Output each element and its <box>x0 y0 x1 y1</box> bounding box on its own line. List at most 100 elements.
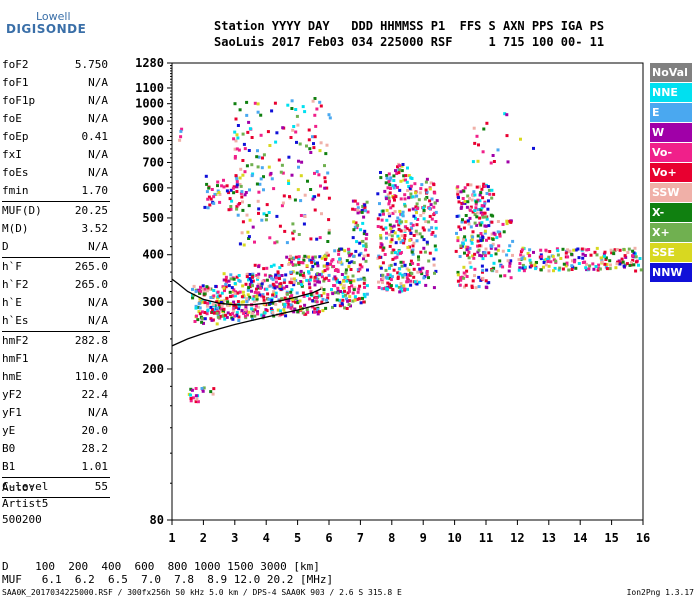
echo-point <box>280 163 284 167</box>
echo-point <box>460 220 464 224</box>
echo-point <box>325 262 329 266</box>
echo-point <box>399 197 403 201</box>
echo-point <box>317 294 321 298</box>
echo-point <box>479 239 483 243</box>
header-row-1: Station YYYY DAY DDD HHMMSS P1 FFS S AXN… <box>214 19 605 33</box>
echo-point <box>265 309 269 313</box>
echo-point <box>398 164 402 168</box>
echo-point <box>271 301 275 305</box>
echo-point <box>257 155 261 159</box>
param-row: B0 28.2 <box>2 440 108 458</box>
echo-point <box>564 264 568 268</box>
echo-point <box>459 227 463 231</box>
echo-point <box>326 253 330 257</box>
echo-point <box>462 201 466 205</box>
echo-point <box>219 300 223 304</box>
echo-point <box>363 278 367 282</box>
echo-point <box>378 213 382 217</box>
echo-point <box>427 220 431 224</box>
echo-point <box>323 164 326 168</box>
echo-point <box>353 225 357 229</box>
echo-point <box>426 242 429 246</box>
echo-point <box>459 190 463 194</box>
echo-point <box>490 268 494 272</box>
echo-point <box>358 267 362 271</box>
echo-point <box>202 292 206 296</box>
echo-point <box>260 294 264 298</box>
echo-point <box>427 259 431 263</box>
echo-point <box>401 210 405 214</box>
echo-point <box>323 257 327 261</box>
param-value: 1.70 <box>81 184 109 197</box>
echo-point <box>501 265 505 269</box>
echo-point <box>315 291 319 295</box>
echo-point <box>180 127 184 131</box>
echo-point <box>482 127 486 131</box>
version-label: Ion2Png 1.3.17 <box>626 588 694 597</box>
echo-point <box>376 217 380 221</box>
echo-point <box>576 247 580 251</box>
echo-point <box>418 191 422 195</box>
echo-point <box>599 256 603 260</box>
echo-point <box>189 397 193 400</box>
echo-point <box>362 292 366 296</box>
echo-point <box>274 276 278 280</box>
echo-point <box>401 286 405 289</box>
param-separator <box>2 201 110 202</box>
echo-point <box>207 186 211 190</box>
echo-point <box>483 211 487 215</box>
echo-point <box>364 259 368 263</box>
echo-point <box>339 290 342 293</box>
echo-point <box>468 197 471 200</box>
echo-point <box>379 236 383 240</box>
echo-point <box>302 222 306 226</box>
echo-point <box>428 199 432 203</box>
echo-point <box>311 299 315 303</box>
echo-point <box>544 248 548 252</box>
echo-point <box>283 229 287 233</box>
echo-point <box>225 184 229 188</box>
echo-point <box>261 280 265 284</box>
echo-point <box>241 220 245 224</box>
echo-point <box>529 261 533 265</box>
echo-point <box>411 261 415 265</box>
echo-point <box>232 277 236 281</box>
echo-point <box>469 183 473 187</box>
echo-point <box>347 261 351 265</box>
echo-point <box>359 210 362 214</box>
echo-point <box>473 193 477 197</box>
echo-point <box>400 169 404 173</box>
echo-point <box>418 267 422 271</box>
echo-point <box>324 306 328 310</box>
echo-point <box>248 277 252 281</box>
legend-item: NoVal <box>650 63 692 82</box>
echo-point <box>462 265 466 269</box>
echo-point <box>466 200 470 204</box>
echo-point <box>422 211 426 215</box>
echo-point <box>585 268 589 272</box>
echo-point <box>388 266 391 270</box>
echo-point <box>392 248 396 252</box>
echo-point <box>486 185 490 189</box>
echo-point <box>626 251 630 254</box>
echo-point <box>461 218 464 222</box>
echo-point <box>557 268 561 272</box>
echo-point <box>298 299 302 303</box>
echo-point <box>299 305 302 309</box>
echo-point <box>238 176 242 180</box>
echo-point <box>464 238 467 242</box>
echo-point <box>396 185 399 189</box>
echo-point <box>305 264 309 268</box>
echo-point <box>609 248 613 252</box>
echo-point <box>352 279 356 283</box>
echo-point <box>499 274 503 278</box>
param-value: 265.0 <box>74 260 108 273</box>
echo-point <box>278 224 282 228</box>
echo-point <box>327 273 331 277</box>
echo-point <box>311 99 315 103</box>
echo-point <box>299 199 303 203</box>
echo-point <box>499 264 503 268</box>
echo-point <box>336 268 340 272</box>
echo-point <box>305 294 309 297</box>
echo-point <box>198 306 202 310</box>
